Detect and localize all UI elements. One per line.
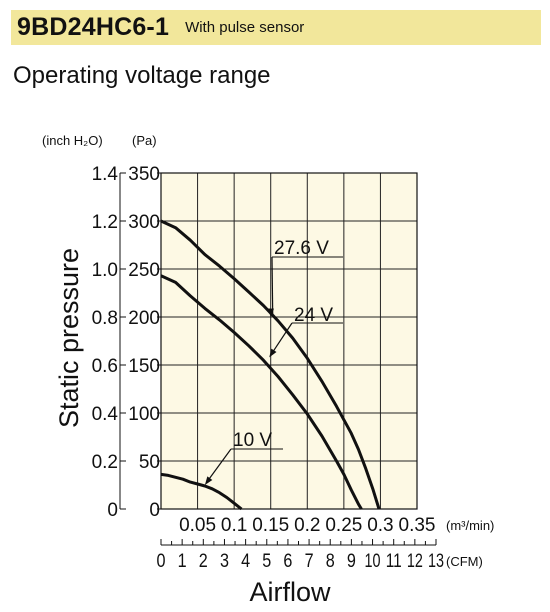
x-tick-label: 0.1: [221, 515, 247, 536]
inch-tick-label: 1.2: [92, 212, 118, 233]
inch-tick-label: 0.2: [92, 452, 118, 473]
section-title: Operating voltage range: [13, 62, 271, 89]
series-leader-arrowhead: [269, 348, 277, 358]
series-line-24-v: [160, 274, 363, 510]
plot-area: [161, 173, 417, 509]
series-label: 10 V: [233, 430, 272, 451]
y-unit-inch: (inch H₂O): [42, 133, 103, 148]
cfm-tick-label: 1: [178, 551, 187, 572]
pa-tick-label: 300: [128, 212, 160, 233]
series-leader-line: [271, 256, 274, 315]
cfm-tick-label: 3: [220, 551, 229, 572]
cfm-tick-label: 9: [347, 551, 356, 572]
x-tick-label: 0.05: [179, 515, 216, 536]
x-tick-label: 0.35: [399, 515, 436, 536]
series-leader-line: [206, 448, 232, 483]
pa-tick-label: 250: [128, 260, 160, 281]
inch-tick-label: 1.0: [92, 260, 118, 281]
cfm-tick-label: 5: [262, 551, 271, 572]
pa-tick-label: 150: [128, 356, 160, 377]
series-label: 24 V: [294, 305, 333, 326]
x-tick-label: 0.3: [367, 515, 393, 536]
pa-tick-label: 200: [128, 308, 160, 329]
cfm-tick-label: 10: [365, 551, 381, 572]
cfm-tick-label: 2: [199, 551, 208, 572]
x-tick-label: 0.25: [325, 515, 362, 536]
x-tick-label: 0.2: [294, 515, 320, 536]
cfm-tick-label: 13: [428, 551, 444, 572]
series-line-10-v: [160, 472, 243, 511]
y-axis-title: Static pressure: [54, 248, 84, 428]
series-leader-arrowhead: [267, 308, 274, 317]
series-label: 27.6 V: [274, 238, 329, 259]
series-leader-arrowhead: [204, 476, 213, 485]
cfm-unit: (CFM): [446, 554, 483, 569]
inch-tick-label: 0: [107, 500, 118, 521]
x-unit: (m³/min): [446, 518, 494, 533]
cfm-tick-label: 4: [241, 551, 250, 572]
model-number: 9BD24HC6-1: [17, 13, 170, 41]
inch-tick-label: 0.6: [92, 356, 118, 377]
series-leader-line: [270, 322, 293, 355]
inch-tick-label: 0.8: [92, 308, 118, 329]
x-axis-title: Airflow: [249, 577, 331, 607]
cfm-tick-label: 8: [326, 551, 335, 572]
cfm-tick-label: 7: [305, 551, 314, 572]
inch-tick-label: 1.4: [92, 164, 119, 185]
pa-tick-label: 50: [139, 452, 160, 473]
cfm-tick-label: 12: [407, 551, 423, 572]
inch-tick-label: 0.4: [92, 404, 119, 425]
model-subtitle: With pulse sensor: [185, 19, 305, 36]
x-tick-label: 0.15: [252, 515, 289, 536]
cfm-tick-label: 11: [386, 551, 402, 572]
series-line-27-6-v: [160, 219, 381, 510]
y-unit-pa: (Pa): [132, 133, 157, 148]
cfm-tick-label: 6: [283, 551, 292, 572]
cfm-tick-label: 0: [157, 551, 166, 572]
pa-tick-label: 100: [128, 404, 160, 425]
plot-frame: [160, 172, 418, 510]
model-header: 9BD24HC6-1 With pulse sensor: [11, 10, 541, 45]
pa-tick-label: 350: [128, 164, 160, 185]
pa-tick-label: 0: [149, 500, 160, 521]
